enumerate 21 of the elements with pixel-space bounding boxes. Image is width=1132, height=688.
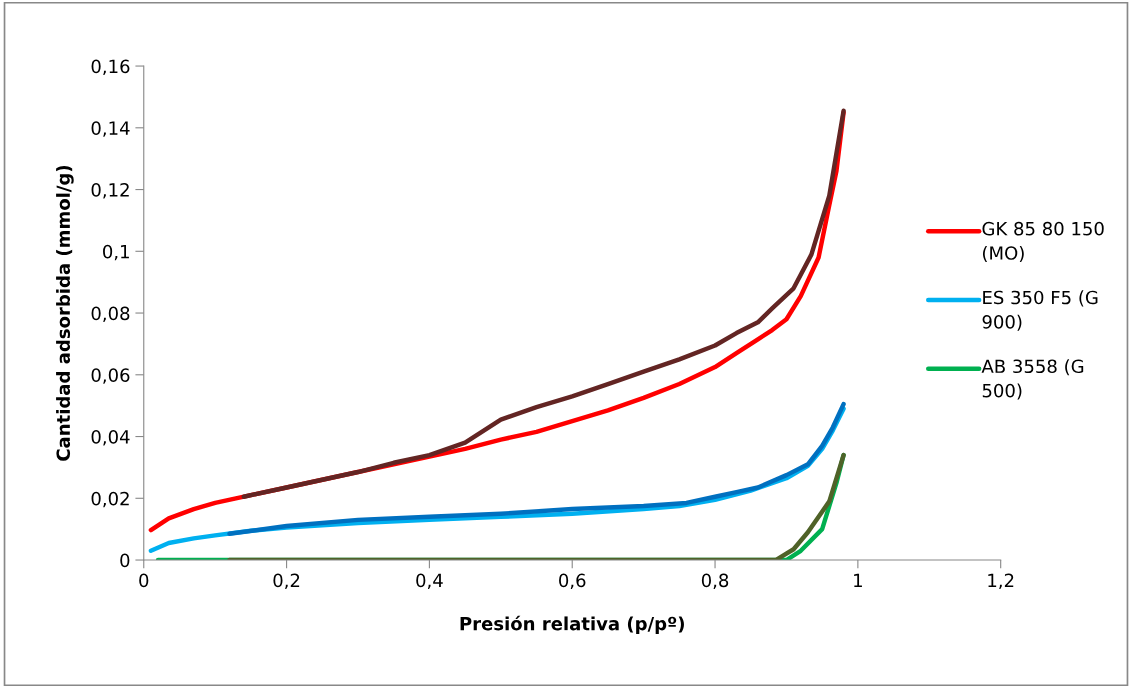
y-tick-label: 0,16: [91, 59, 130, 76]
y-tick-label: 0,04: [91, 430, 130, 446]
y-tick-label: 0,08: [91, 306, 130, 322]
legend-label: AB 3558 (G 500): [981, 359, 1084, 400]
y-tick-label: 0,02: [91, 491, 129, 508]
x-tick-label: 0,4: [416, 573, 443, 590]
x-axis-title: Presión relativa (p/pº): [460, 615, 684, 634]
y-axis-title: Cantidad adsorbida (mmol/g): [56, 165, 74, 461]
y-tick-label: 0,1: [103, 244, 129, 261]
x-tick-label: 1: [854, 573, 862, 587]
x-tick-label: 0,6: [559, 573, 586, 590]
y-tick-label: 0,12: [91, 183, 129, 199]
y-tick-label: 0,06: [91, 368, 130, 384]
y-tick-label: 0,14: [91, 121, 130, 137]
x-tick-label: 1,2: [988, 573, 1014, 590]
x-tick-label: 0,8: [701, 573, 729, 590]
x-tick-label: 0: [139, 573, 149, 588]
x-tick-label: 0,2: [273, 573, 300, 590]
legend-label: ES 350 F5 (G 900): [982, 290, 1098, 331]
legend-label: GK 85 80 150 (MO): [982, 221, 1104, 262]
y-tick-label: 0: [120, 553, 130, 568]
